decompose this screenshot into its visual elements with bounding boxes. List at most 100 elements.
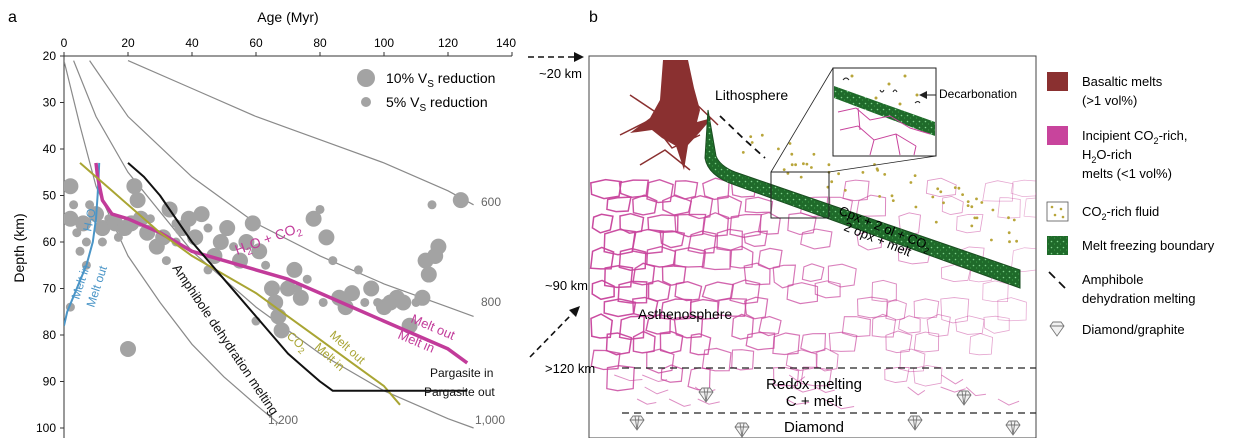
vs-reduction-dot	[452, 192, 469, 209]
melt-vein-cell	[745, 331, 776, 351]
legend-b-text: Amphibole	[1082, 272, 1143, 287]
label-pargasite-in: Pargasite in	[430, 366, 493, 380]
vs-reduction-dot	[69, 200, 79, 210]
melt-vein-cell	[645, 314, 672, 335]
vs-reduction-dot	[264, 280, 280, 297]
co2-fluid-dot	[914, 205, 918, 209]
co2-fluid-dot	[991, 208, 995, 212]
melt-vein-cell	[773, 366, 800, 387]
melt-vein-cell	[983, 315, 1010, 334]
melt-vein-cell	[606, 196, 632, 213]
legend-incipient-swatch	[1047, 126, 1068, 145]
melt-vein-cell	[606, 365, 635, 392]
melt-vein-cell	[841, 316, 871, 338]
h2o-co2-solidus-curve	[94, 162, 469, 365]
melt-vein-cell	[786, 282, 819, 305]
co2-fluid-dot	[810, 166, 813, 169]
co2-fluid-dot	[990, 238, 993, 242]
co2-fluid-dot	[966, 204, 970, 208]
isotherm-line	[127, 60, 474, 206]
vs-reduction-dot	[328, 256, 338, 266]
melt-vein-cell	[662, 194, 693, 216]
legend-diamond-icon	[1049, 321, 1065, 337]
co2-solidus-curve	[79, 162, 401, 406]
melt-vein-cell	[618, 247, 647, 271]
isotherm-label-1200: 1,200	[268, 413, 298, 427]
co2-fluid-dot	[961, 193, 964, 197]
melt-vein-cell	[729, 245, 754, 269]
co2-fluid-dot	[980, 201, 984, 204]
vs-reduction-dot	[64, 178, 79, 195]
legend-b-text: Melt freezing boundary	[1082, 238, 1215, 253]
vs-reduction-dot	[81, 237, 91, 247]
melt-vein-cell	[591, 279, 615, 301]
melt-vein-cell	[757, 247, 783, 270]
melt-vein	[792, 386, 816, 393]
vs-reduction-dot	[75, 215, 92, 232]
melt-vein-cell	[743, 230, 769, 248]
co2-fluid-dot	[760, 133, 764, 137]
vs-reduction-dot	[238, 234, 255, 250]
melt-vein-cell	[716, 297, 748, 317]
melt-vein-cell	[687, 230, 717, 254]
vs-reduction-dot	[344, 285, 360, 302]
melt-vein-cell	[871, 313, 897, 338]
legend-small-dot	[361, 97, 371, 107]
co2-fluid-dot	[1007, 216, 1010, 220]
vs-reduction-dot	[219, 220, 236, 237]
co2-fluid-dot	[883, 173, 887, 176]
co2-fluid-dot	[812, 152, 816, 156]
panel-b-content: Decarbonation	[589, 60, 1036, 438]
melt-vein-cell	[941, 195, 964, 216]
vs-reduction-dot	[305, 210, 322, 227]
vs-reduction-dot	[161, 256, 171, 266]
melt-vein-cell	[701, 281, 735, 302]
melt-vein-cell	[729, 213, 762, 238]
melt-vein-cell	[716, 228, 743, 252]
melt-vein-cell	[646, 178, 674, 204]
co2-fluid-dot	[942, 201, 945, 205]
zoom-source-box	[770, 171, 830, 219]
melt-vein-cell	[702, 177, 730, 201]
co2-fluid-dot	[970, 224, 974, 228]
melt-vein-cell	[631, 228, 665, 255]
co2-fluid-dot	[890, 194, 894, 198]
melt-vein	[823, 398, 855, 410]
vs-reduction-dot	[85, 200, 95, 210]
y-tick-label: 50	[43, 189, 57, 203]
dot-legend: 10% VS reduction 5% VS reduction	[357, 69, 495, 114]
vs-reduction-dot	[427, 200, 437, 210]
melt-vein-cell	[982, 280, 1009, 302]
y-tick-label: 70	[43, 282, 57, 296]
co2-fluid-dot	[750, 141, 754, 144]
melt-vein	[697, 398, 720, 405]
melt-vein-cell	[731, 349, 755, 371]
melt-vein-cell	[814, 280, 841, 299]
top-ticks: 0 20 40 60 80 100 120 140	[61, 36, 516, 56]
melt-vein-cell	[955, 315, 985, 335]
legend-big-text: 10% VS reduction	[386, 70, 495, 90]
co2-fluid-dot	[777, 147, 780, 151]
legend-b-text: Basaltic melts	[1082, 74, 1163, 89]
melt-vein-cell	[660, 364, 684, 383]
vs-reduction-dot	[261, 260, 271, 270]
co2-fluid-dot	[788, 142, 792, 145]
melt-vein-cell	[659, 230, 686, 249]
co2-fluid-dot	[741, 151, 745, 154]
melt-vein-cell	[743, 262, 771, 286]
melt-vein-cell	[997, 197, 1021, 219]
vs-reduction-dot	[286, 261, 303, 278]
label-asthenosphere: Asthenosphere	[638, 306, 732, 322]
melt-vein-cell	[632, 296, 659, 317]
melt-vein-cell	[701, 246, 731, 271]
melt-vein-cell	[618, 315, 645, 340]
melt-vein-cell	[589, 246, 615, 270]
vs-reduction-dot	[353, 265, 363, 275]
melt-vein-cell	[660, 298, 692, 321]
melt-vein-cell	[1010, 179, 1036, 197]
vs-reduction-dot	[280, 280, 296, 297]
melt-vein-cell	[674, 281, 703, 302]
co2-fluid-dot	[786, 172, 790, 175]
melt-vein-cell	[632, 330, 656, 354]
